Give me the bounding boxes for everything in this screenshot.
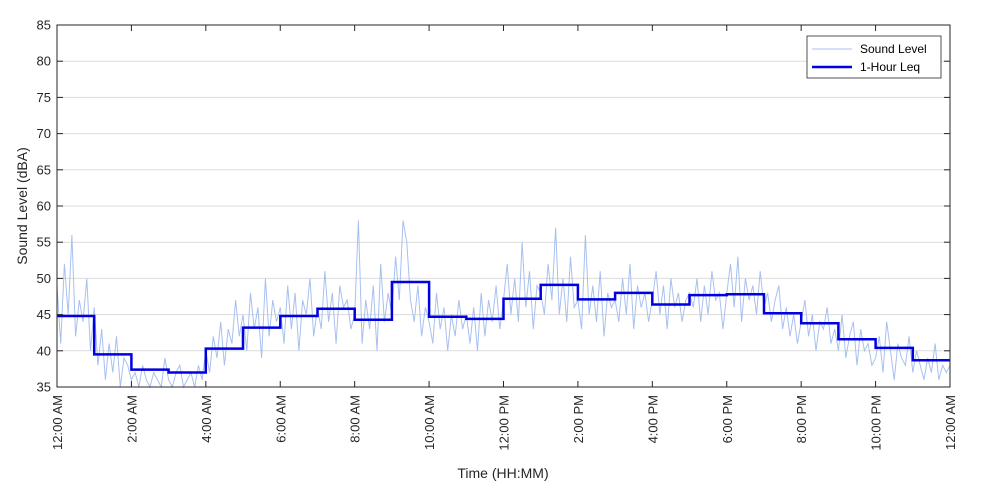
x-axis-title: Time (HH:MM) — [457, 465, 548, 481]
y-tick-label: 45 — [37, 307, 51, 322]
x-tick-label: 8:00 AM — [348, 395, 363, 443]
legend-label-sound-level: Sound Level — [860, 42, 927, 56]
x-tick-label: 10:00 AM — [422, 395, 437, 450]
y-tick-label: 80 — [37, 54, 51, 69]
legend-label-1-hour-leq: 1-Hour Leq — [860, 60, 920, 74]
x-tick-label: 2:00 PM — [571, 395, 586, 443]
plot-area — [56, 220, 951, 389]
x-axis: 12:00 AM 2:00 AM 4:00 AM 6:00 AM 8:00 AM 10:0… — [50, 25, 958, 451]
x-tick-label: 12:00 AM — [943, 395, 958, 450]
x-tick-label: 12:00 PM — [497, 395, 512, 451]
x-tick-label: 2:00 AM — [124, 395, 139, 443]
series-1-hour-leq-line — [57, 280, 950, 374]
x-tick-label: 4:00 PM — [645, 395, 660, 443]
x-tick-label: 10:00 PM — [869, 395, 884, 451]
legend-box — [806, 35, 942, 79]
x-tick-label: 6:00 PM — [720, 395, 735, 443]
y-tick-label: 85 — [37, 18, 51, 33]
y-tick-label: 35 — [37, 380, 51, 395]
y-tick-label: 55 — [37, 235, 51, 250]
y-tick-label: 70 — [37, 126, 51, 141]
y-tick-label: 65 — [37, 162, 51, 177]
legend: Sound Level 1-Hour Leq — [806, 35, 942, 79]
y-tick-label: 75 — [37, 90, 51, 105]
y-axis: 35 40 45 50 55 60 65 70 75 80 85 — [37, 18, 950, 395]
y-tick-label: 60 — [37, 199, 51, 214]
y-tick-label: 50 — [37, 271, 51, 286]
x-tick-label: 8:00 PM — [794, 395, 809, 443]
x-tick-label: 12:00 AM — [50, 395, 65, 450]
x-tick-label: 4:00 AM — [199, 395, 214, 443]
y-tick-label: 40 — [37, 343, 51, 358]
y-axis-title: Sound Level (dBA) — [14, 147, 30, 265]
x-tick-label: 6:00 AM — [273, 395, 288, 443]
